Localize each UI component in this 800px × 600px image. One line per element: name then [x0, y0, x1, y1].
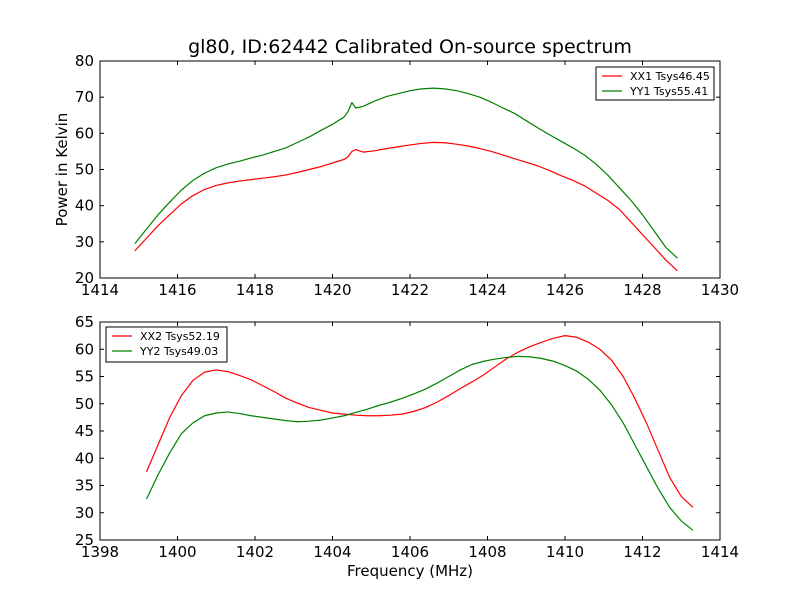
top-series-yy1-line [134, 87, 678, 259]
top-panel: 1414 1416 1418 1420 1422 1424 1426 1428 1430 20 30… [53, 52, 739, 299]
bottom-y-tick-label: 45 [75, 422, 94, 440]
bottom-x-tick-label: 1408 [468, 543, 506, 561]
top-x-tick-label: 1414 [81, 281, 119, 299]
bottom-legend-label: XX2 Tsys52.19 [140, 330, 220, 343]
top-x-tick-label: 1416 [158, 281, 196, 299]
top-legend-label: XX1 Tsys46.45 [630, 70, 710, 83]
top-legend: XX1 Tsys46.45 YY1 Tsys55.41 [595, 66, 715, 101]
top-series-xx1-line [134, 141, 678, 272]
top-y-axis-label: Power in Kelvin [53, 113, 71, 227]
bottom-series-yy2-line [145, 355, 694, 531]
top-y-tick-label: 60 [75, 124, 94, 142]
bottom-y-tick-label: 30 [75, 504, 94, 522]
bottom-x-axis-label: Frequency (MHz) [347, 562, 473, 580]
bottom-y-tick-label: 25 [75, 531, 94, 549]
top-y-tick-label: 40 [75, 197, 94, 215]
bottom-x-tick-label: 1398 [81, 543, 119, 561]
top-y-tick-label: 70 [75, 88, 94, 106]
top-y-tick-label: 80 [75, 52, 94, 70]
top-x-tick-label: 1430 [701, 281, 739, 299]
bottom-y-tick-label: 65 [75, 313, 94, 331]
bottom-x-tick-label: 1404 [313, 543, 351, 561]
top-y-tick-label: 50 [75, 161, 94, 179]
top-legend-label: YY1 Tsys55.41 [629, 85, 708, 98]
bottom-y-tick-label: 50 [75, 395, 94, 413]
bottom-x-tick-label: 1412 [623, 543, 661, 561]
top-x-tick-label: 1428 [623, 281, 661, 299]
bottom-y-tick-label: 40 [75, 449, 94, 467]
bottom-x-tick-label: 1402 [236, 543, 274, 561]
bottom-y-tick-label: 35 [75, 477, 94, 495]
bottom-x-tick-label: 1410 [546, 543, 584, 561]
top-x-tick-label: 1422 [391, 281, 429, 299]
bottom-y-tick-label: 55 [75, 368, 94, 386]
top-x-tick-label: 1418 [236, 281, 274, 299]
bottom-x-tick-label: 1400 [158, 543, 196, 561]
top-x-tick-label: 1424 [468, 281, 506, 299]
bottom-x-tick-label: 1414 [701, 543, 739, 561]
bottom-legend: XX2 Tsys52.19 YY2 Tsys49.03 [105, 326, 228, 363]
bottom-legend-box [105, 326, 228, 363]
top-x-tick-label: 1426 [546, 281, 584, 299]
top-legend-box [595, 66, 715, 101]
top-x-tick-label: 1420 [313, 281, 351, 299]
bottom-y-tick-label: 60 [75, 340, 94, 358]
chart-title: gl80, ID:62442 Calibrated On-source spec… [188, 36, 632, 58]
bottom-legend-label: YY2 Tsys49.03 [139, 345, 218, 358]
top-y-tick-label: 30 [75, 233, 94, 251]
bottom-panel: 1398 1400 1402 1404 1406 1408 1410 1412 1414 25 30… [75, 313, 739, 580]
top-y-tick-label: 20 [75, 269, 94, 287]
bottom-x-tick-label: 1406 [391, 543, 429, 561]
bottom-series-xx2-line [145, 335, 694, 508]
